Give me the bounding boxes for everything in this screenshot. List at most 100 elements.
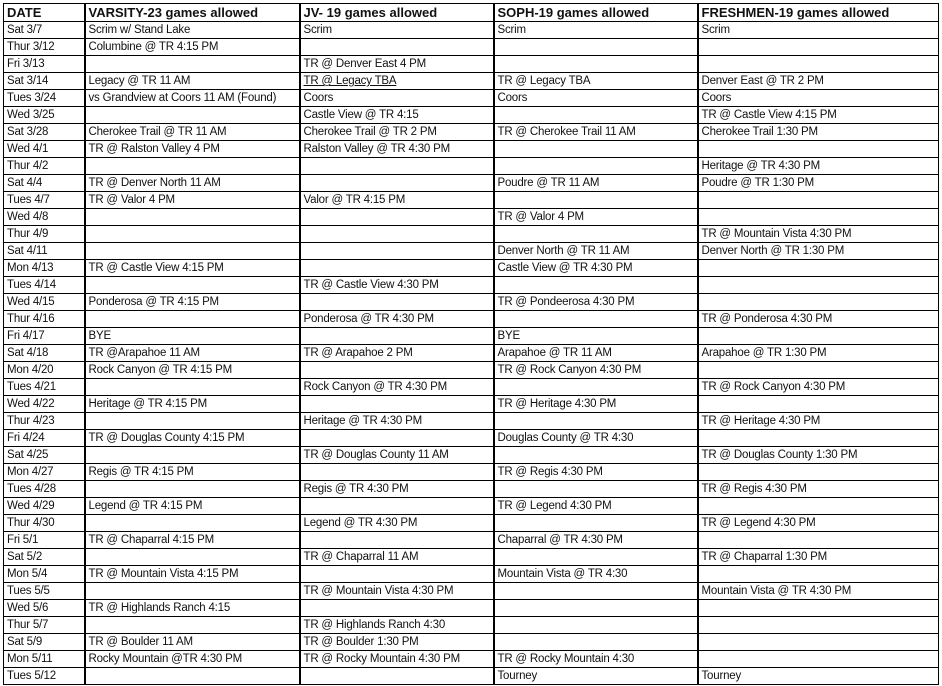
date-cell[interactable]: Tues 5/12 (3, 667, 85, 685)
jv-cell[interactable]: TR @ Legacy TBA (298, 72, 494, 90)
jv-cell[interactable]: Ralston Valley @ TR 4:30 PM (298, 140, 494, 158)
date-cell[interactable]: Sat 4/25 (3, 446, 85, 464)
date-cell[interactable]: Thur 4/9 (3, 225, 85, 243)
date-cell[interactable]: Tues 3/24 (3, 89, 85, 107)
jv-cell[interactable]: Heritage @ TR 4:30 PM (298, 412, 494, 430)
freshmen-cell[interactable]: Heritage @ TR 4:30 PM (696, 157, 939, 175)
date-cell[interactable]: Wed 4/29 (3, 497, 85, 515)
soph-cell[interactable]: TR @ Rocky Mountain 4:30 (492, 650, 698, 668)
varsity-cell[interactable]: Legend @ TR 4:15 PM (83, 497, 300, 515)
freshmen-cell[interactable] (696, 463, 939, 481)
jv-cell[interactable] (298, 667, 494, 685)
freshmen-cell[interactable] (696, 293, 939, 311)
jv-cell[interactable] (298, 327, 494, 345)
date-cell[interactable]: Thur 3/12 (3, 38, 85, 56)
jv-cell[interactable] (298, 174, 494, 192)
soph-cell[interactable]: Castle View @ TR 4:30 PM (492, 259, 698, 277)
soph-cell[interactable]: TR @ Legacy TBA (492, 72, 698, 90)
soph-cell[interactable]: Coors (492, 89, 698, 107)
varsity-cell[interactable]: Regis @ TR 4:15 PM (83, 463, 300, 481)
jv-cell[interactable] (298, 157, 494, 175)
freshmen-cell[interactable]: TR @ Douglas County 1:30 PM (696, 446, 939, 464)
freshmen-cell[interactable] (696, 276, 939, 294)
soph-cell[interactable]: Arapahoe @ TR 11 AM (492, 344, 698, 362)
jv-cell[interactable] (298, 429, 494, 447)
varsity-cell[interactable]: TR @ Douglas County 4:15 PM (83, 429, 300, 447)
varsity-cell[interactable]: TR @ Valor 4 PM (83, 191, 300, 209)
date-cell[interactable]: Mon 4/27 (3, 463, 85, 481)
varsity-cell[interactable] (83, 667, 300, 685)
jv-cell[interactable]: Coors (298, 89, 494, 107)
soph-cell[interactable]: TR @ Heritage 4:30 PM (492, 395, 698, 413)
varsity-cell[interactable] (83, 582, 300, 600)
soph-cell[interactable]: Denver North @ TR 11 AM (492, 242, 698, 260)
varsity-cell[interactable] (83, 378, 300, 396)
date-cell[interactable]: Fri 3/13 (3, 55, 85, 73)
soph-cell[interactable] (492, 157, 698, 175)
jv-cell[interactable]: TR @ Highlands Ranch 4:30 (298, 616, 494, 634)
varsity-cell[interactable] (83, 106, 300, 124)
soph-cell[interactable] (492, 38, 698, 56)
varsity-cell[interactable] (83, 276, 300, 294)
freshmen-cell[interactable]: Coors (696, 89, 939, 107)
soph-cell[interactable] (492, 378, 698, 396)
date-cell[interactable]: Tues 4/21 (3, 378, 85, 396)
freshmen-cell[interactable]: Mountain Vista @ TR 4:30 PM (696, 582, 939, 600)
jv-cell[interactable]: TR @ Chaparral 11 AM (298, 548, 494, 566)
jv-cell[interactable]: Rock Canyon @ TR 4:30 PM (298, 378, 494, 396)
soph-cell[interactable]: TR @ Regis 4:30 PM (492, 463, 698, 481)
freshmen-cell[interactable]: Poudre @ TR 1:30 PM (696, 174, 939, 192)
header-soph[interactable]: SOPH-19 games allowed (492, 3, 698, 22)
date-cell[interactable]: Wed 5/6 (3, 599, 85, 617)
freshmen-cell[interactable]: Tourney (696, 667, 939, 685)
date-cell[interactable]: Thur 4/23 (3, 412, 85, 430)
freshmen-cell[interactable] (696, 208, 939, 226)
varsity-cell[interactable]: TR @ Mountain Vista 4:15 PM (83, 565, 300, 583)
soph-cell[interactable] (492, 446, 698, 464)
soph-cell[interactable] (492, 140, 698, 158)
date-cell[interactable]: Fri 5/1 (3, 531, 85, 549)
jv-cell[interactable]: Legend @ TR 4:30 PM (298, 514, 494, 532)
soph-cell[interactable] (492, 599, 698, 617)
jv-cell[interactable]: Valor @ TR 4:15 PM (298, 191, 494, 209)
freshmen-cell[interactable]: TR @ Legend 4:30 PM (696, 514, 939, 532)
varsity-cell[interactable] (83, 310, 300, 328)
date-cell[interactable]: Tues 4/7 (3, 191, 85, 209)
jv-cell[interactable] (298, 293, 494, 311)
date-cell[interactable]: Sat 5/2 (3, 548, 85, 566)
soph-cell[interactable]: Tourney (492, 667, 698, 685)
soph-cell[interactable] (492, 548, 698, 566)
jv-cell[interactable]: TR @ Boulder 1:30 PM (298, 633, 494, 651)
date-cell[interactable]: Thur 4/2 (3, 157, 85, 175)
varsity-cell[interactable] (83, 412, 300, 430)
varsity-cell[interactable]: TR @ Chaparral 4:15 PM (83, 531, 300, 549)
varsity-cell[interactable]: BYE (83, 327, 300, 345)
soph-cell[interactable]: Douglas County @ TR 4:30 (492, 429, 698, 447)
date-cell[interactable]: Sat 4/4 (3, 174, 85, 192)
varsity-cell[interactable]: Scrim w/ Stand Lake (83, 21, 300, 39)
jv-cell[interactable]: TR @ Castle View 4:30 PM (298, 276, 494, 294)
jv-cell[interactable] (298, 599, 494, 617)
soph-cell[interactable]: TR @ Rock Canyon 4:30 PM (492, 361, 698, 379)
date-cell[interactable]: Tues 5/5 (3, 582, 85, 600)
freshmen-cell[interactable]: TR @ Castle View 4:15 PM (696, 106, 939, 124)
jv-cell[interactable]: Castle View @ TR 4:15 (298, 106, 494, 124)
freshmen-cell[interactable]: Denver East @ TR 2 PM (696, 72, 939, 90)
jv-cell[interactable] (298, 361, 494, 379)
date-cell[interactable]: Mon 4/13 (3, 259, 85, 277)
date-cell[interactable]: Fri 4/17 (3, 327, 85, 345)
freshmen-cell[interactable]: TR @ Regis 4:30 PM (696, 480, 939, 498)
varsity-cell[interactable] (83, 55, 300, 73)
soph-cell[interactable] (492, 412, 698, 430)
freshmen-cell[interactable] (696, 259, 939, 277)
header-date[interactable]: DATE (3, 3, 85, 22)
freshmen-cell[interactable] (696, 361, 939, 379)
header-jv[interactable]: JV- 19 games allowed (298, 3, 494, 22)
jv-cell[interactable]: TR @ Denver East 4 PM (298, 55, 494, 73)
soph-cell[interactable] (492, 616, 698, 634)
date-cell[interactable]: Wed 4/22 (3, 395, 85, 413)
freshmen-cell[interactable] (696, 599, 939, 617)
jv-cell[interactable] (298, 395, 494, 413)
date-cell[interactable]: Wed 3/25 (3, 106, 85, 124)
soph-cell[interactable] (492, 633, 698, 651)
